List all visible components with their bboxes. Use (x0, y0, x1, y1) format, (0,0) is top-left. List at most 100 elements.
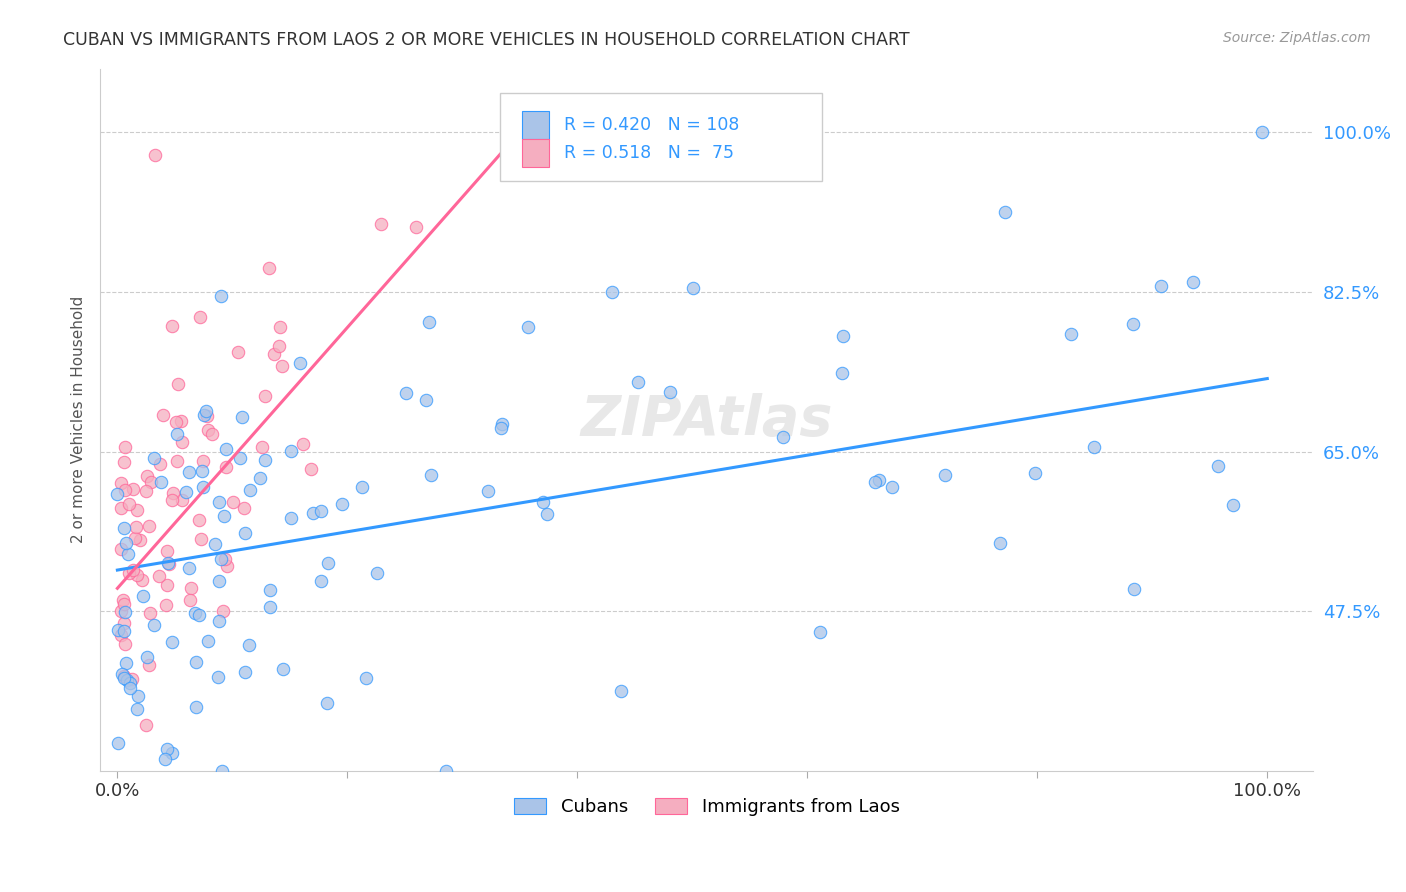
Point (309, 574, 332, 588)
Point (682, 281, 704, 295)
Point (332, 497, 354, 511)
Point (627, 375, 650, 389)
Point (934, 468, 956, 483)
Point (259, 600, 281, 615)
Point (114, 483, 136, 498)
Point (152, 408, 174, 422)
Point (112, 521, 135, 535)
Point (148, 569, 170, 583)
Point (214, 460, 236, 475)
Point (350, 480, 373, 494)
Point (160, 635, 183, 649)
Point (188, 513, 211, 527)
Point (280, 511, 302, 525)
Point (232, 500, 254, 515)
Point (302, 506, 325, 520)
Point (1206, 459, 1229, 474)
Point (110, 628, 132, 642)
Point (121, 672, 143, 686)
Point (215, 442, 238, 456)
Point (214, 552, 236, 566)
Point (120, 676, 142, 690)
Point (193, 454, 215, 468)
Point (114, 605, 136, 619)
Point (267, 339, 290, 353)
Point (209, 552, 232, 566)
Point (290, 356, 312, 370)
Point (217, 558, 239, 573)
Point (208, 495, 231, 509)
Point (139, 606, 162, 620)
Point (120, 681, 142, 695)
Point (370, 218, 392, 232)
Point (271, 662, 294, 676)
Point (366, 566, 388, 580)
Point (138, 657, 160, 672)
Point (167, 377, 190, 392)
Point (600, 285, 623, 300)
Point (112, 669, 135, 683)
Point (180, 581, 202, 595)
Point (263, 346, 285, 360)
Point (114, 636, 136, 650)
Point (1222, 499, 1244, 513)
Point (155, 752, 177, 766)
Point (179, 593, 201, 607)
Point (880, 480, 903, 494)
Point (132, 589, 155, 603)
Point (136, 469, 159, 483)
Point (395, 386, 418, 401)
Point (184, 606, 207, 620)
Point (125, 520, 148, 534)
Point (239, 483, 262, 497)
Point (110, 475, 132, 490)
Point (197, 423, 219, 437)
Point (197, 633, 219, 648)
Point (166, 427, 188, 442)
Point (156, 578, 179, 592)
Point (165, 415, 187, 429)
Point (136, 649, 159, 664)
Text: Source: ZipAtlas.com: Source: ZipAtlas.com (1223, 31, 1371, 45)
Point (229, 451, 252, 466)
Point (868, 473, 890, 487)
Point (177, 465, 200, 479)
Point (659, 384, 682, 399)
Point (772, 430, 794, 444)
Text: ZIPAtlas: ZIPAtlas (581, 392, 832, 447)
Point (1181, 275, 1204, 289)
Point (415, 392, 437, 407)
Point (316, 556, 339, 570)
Point (231, 410, 253, 425)
Point (118, 566, 141, 580)
Point (143, 618, 166, 632)
Point (122, 564, 145, 578)
Point (222, 495, 245, 509)
Point (1024, 467, 1046, 481)
Point (110, 542, 132, 557)
Point (131, 573, 153, 587)
Legend: Cubans, Immigrants from Laos: Cubans, Immigrants from Laos (505, 789, 908, 825)
Point (157, 558, 180, 572)
Point (112, 615, 135, 630)
Point (114, 597, 136, 611)
Point (149, 457, 172, 471)
Point (112, 455, 135, 469)
Point (124, 531, 146, 545)
Point (209, 289, 232, 303)
Point (309, 504, 332, 518)
Point (184, 699, 207, 714)
Point (193, 480, 215, 494)
Point (204, 536, 226, 550)
Point (195, 404, 218, 418)
Point (129, 533, 152, 548)
Point (115, 656, 138, 670)
Point (865, 475, 887, 490)
Point (214, 509, 236, 524)
Point (112, 671, 135, 685)
Point (114, 440, 136, 454)
Point (149, 475, 172, 490)
Point (169, 414, 191, 428)
Text: CUBAN VS IMMIGRANTS FROM LAOS 2 OR MORE VEHICLES IN HOUSEHOLD CORRELATION CHART: CUBAN VS IMMIGRANTS FROM LAOS 2 OR MORE … (63, 31, 910, 49)
Point (516, 319, 538, 334)
